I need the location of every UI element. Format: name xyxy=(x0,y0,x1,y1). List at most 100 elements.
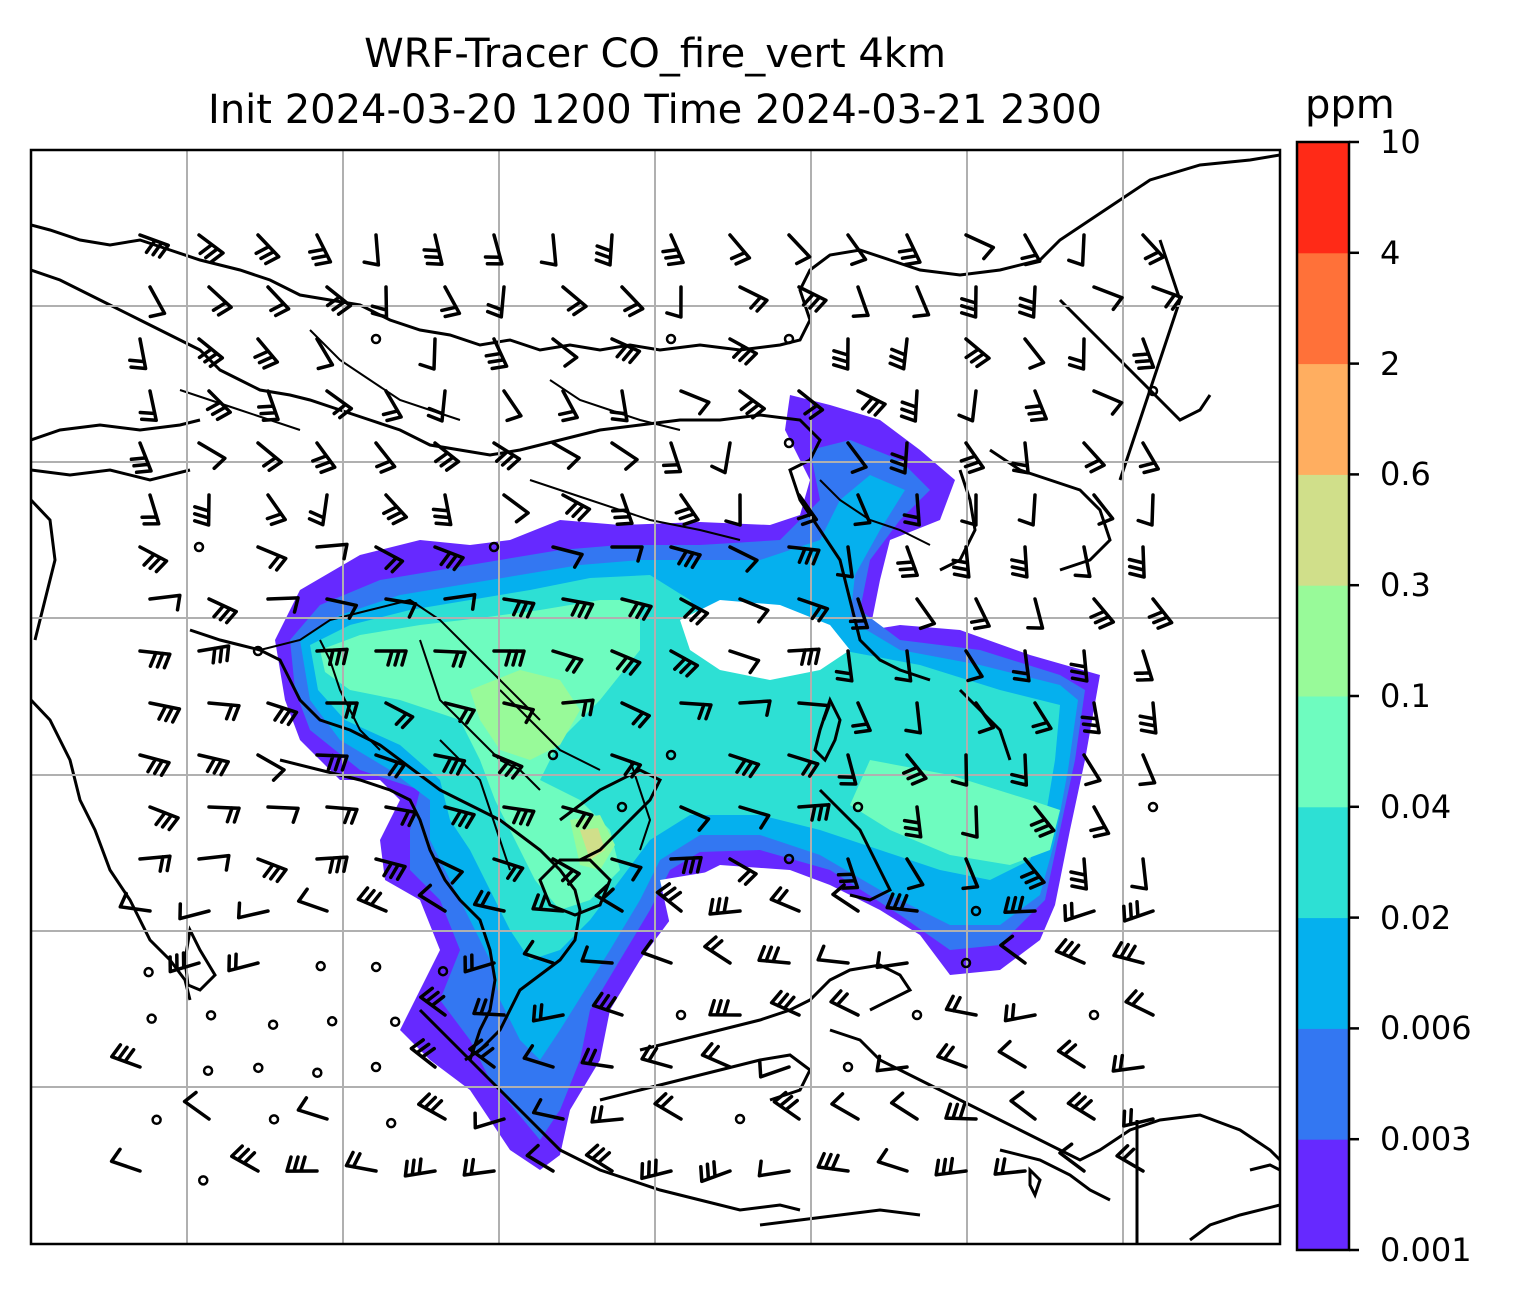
gridlines xyxy=(31,150,1280,1244)
calm-wind-circle xyxy=(151,1114,162,1126)
wind-barb xyxy=(1029,805,1056,838)
wind-barb xyxy=(993,1157,1027,1176)
wind-barb xyxy=(257,389,280,422)
wind-barb xyxy=(1089,597,1116,630)
wind-barb xyxy=(1092,493,1115,526)
wind-barb xyxy=(610,441,639,471)
calm-wind-circle xyxy=(193,541,205,553)
calm-wind-circle xyxy=(783,333,795,345)
wind-barb xyxy=(934,1156,968,1177)
wind-barb xyxy=(876,1147,909,1173)
plume-level-4b xyxy=(850,760,1060,865)
wind-barb xyxy=(531,1098,565,1121)
wind-barb xyxy=(831,337,850,371)
wind-barb xyxy=(1069,649,1089,683)
wind-barb xyxy=(661,441,683,474)
colorbar-tick-label: 0.04 xyxy=(1380,787,1452,826)
wind-barb xyxy=(640,1044,673,1069)
wind-barb xyxy=(492,753,524,780)
wind-barb xyxy=(148,805,180,832)
wind-barb xyxy=(904,701,923,735)
wind-barb xyxy=(896,545,919,578)
wind-barb xyxy=(888,337,909,371)
colorbar-bin xyxy=(1297,1139,1349,1251)
wind-barb xyxy=(433,857,464,885)
calm-wind-circle xyxy=(315,960,326,972)
wind-barb xyxy=(957,389,978,423)
calm-wind-circle xyxy=(783,437,795,449)
calm-wind-circle xyxy=(268,1114,280,1125)
wind-barb xyxy=(522,1044,555,1069)
calm-wind-circle xyxy=(960,957,972,969)
plume-gap xyxy=(680,600,850,680)
wind-barb xyxy=(610,493,634,526)
wind-barb xyxy=(708,998,742,1017)
wind-barb xyxy=(590,1105,624,1124)
wind-barb xyxy=(296,1096,329,1121)
wind-barb xyxy=(912,285,931,319)
calm-wind-circle xyxy=(326,1016,338,1027)
wind-barb xyxy=(669,649,700,678)
wind-barb xyxy=(787,753,820,778)
wind-barb xyxy=(138,854,172,873)
wind-barb xyxy=(738,389,766,420)
calm-wind-circle xyxy=(252,645,264,657)
wind-barb xyxy=(1122,900,1155,923)
wind-barb xyxy=(531,1003,565,1023)
wind-barb xyxy=(197,337,225,369)
wind-barb xyxy=(959,441,985,475)
calm-wind-circle xyxy=(911,1009,923,1021)
chart-title-line2: Init 2024-03-20 1200 Time 2024-03-21 230… xyxy=(208,87,1102,133)
wind-barb xyxy=(936,1043,968,1069)
wind-barb xyxy=(797,285,828,313)
wind-barb xyxy=(1067,337,1086,371)
wind-barb xyxy=(492,649,526,667)
wind-barb xyxy=(384,597,418,619)
wind-barb xyxy=(1147,597,1174,630)
wind-barb xyxy=(669,545,702,570)
wind-barb xyxy=(148,285,167,319)
wind-barb xyxy=(463,953,496,974)
wind-barb xyxy=(944,994,978,1017)
wind-barb xyxy=(950,753,969,787)
wind-barb xyxy=(325,805,359,825)
wind-barb xyxy=(961,857,980,891)
wind-barb xyxy=(265,493,287,527)
wind-barb xyxy=(551,337,579,368)
wind-barb xyxy=(254,233,281,266)
calm-wind-circle xyxy=(385,1117,397,1129)
wind-barb xyxy=(403,1157,437,1178)
wind-barb xyxy=(1058,1142,1086,1173)
calm-wind-circle xyxy=(253,1062,264,1074)
wind-barb xyxy=(138,753,171,777)
calm-wind-circle xyxy=(488,541,500,553)
wind-barb xyxy=(374,441,397,474)
wind-barb xyxy=(382,493,409,526)
wind-barb xyxy=(951,545,971,579)
calm-wind-circle xyxy=(370,961,382,973)
calm-wind-circle xyxy=(143,966,154,978)
wind-barb xyxy=(128,337,148,371)
wind-barb xyxy=(665,285,683,319)
calm-wind-circle xyxy=(1088,1009,1100,1021)
wind-barb xyxy=(905,857,925,891)
colorbar-bin xyxy=(1297,806,1349,919)
colorbar-tick-label: 0.3 xyxy=(1380,566,1431,605)
wind-barb xyxy=(178,902,211,921)
wind-barb xyxy=(620,701,651,729)
wind-barb xyxy=(787,233,812,266)
wind-barb xyxy=(700,1042,732,1069)
wind-barb xyxy=(830,1092,860,1121)
wind-barb xyxy=(422,233,444,266)
wind-barb xyxy=(851,285,870,318)
wind-barb xyxy=(964,337,991,369)
wind-barb xyxy=(757,944,791,965)
wind-barb xyxy=(138,233,170,259)
wind-barb xyxy=(1082,753,1102,787)
wind-barb xyxy=(296,887,329,913)
map-frame xyxy=(29,148,1282,1246)
wind-barb xyxy=(610,857,643,882)
wind-barb xyxy=(728,649,761,675)
wind-barb xyxy=(834,649,854,683)
wind-barb xyxy=(168,951,201,974)
